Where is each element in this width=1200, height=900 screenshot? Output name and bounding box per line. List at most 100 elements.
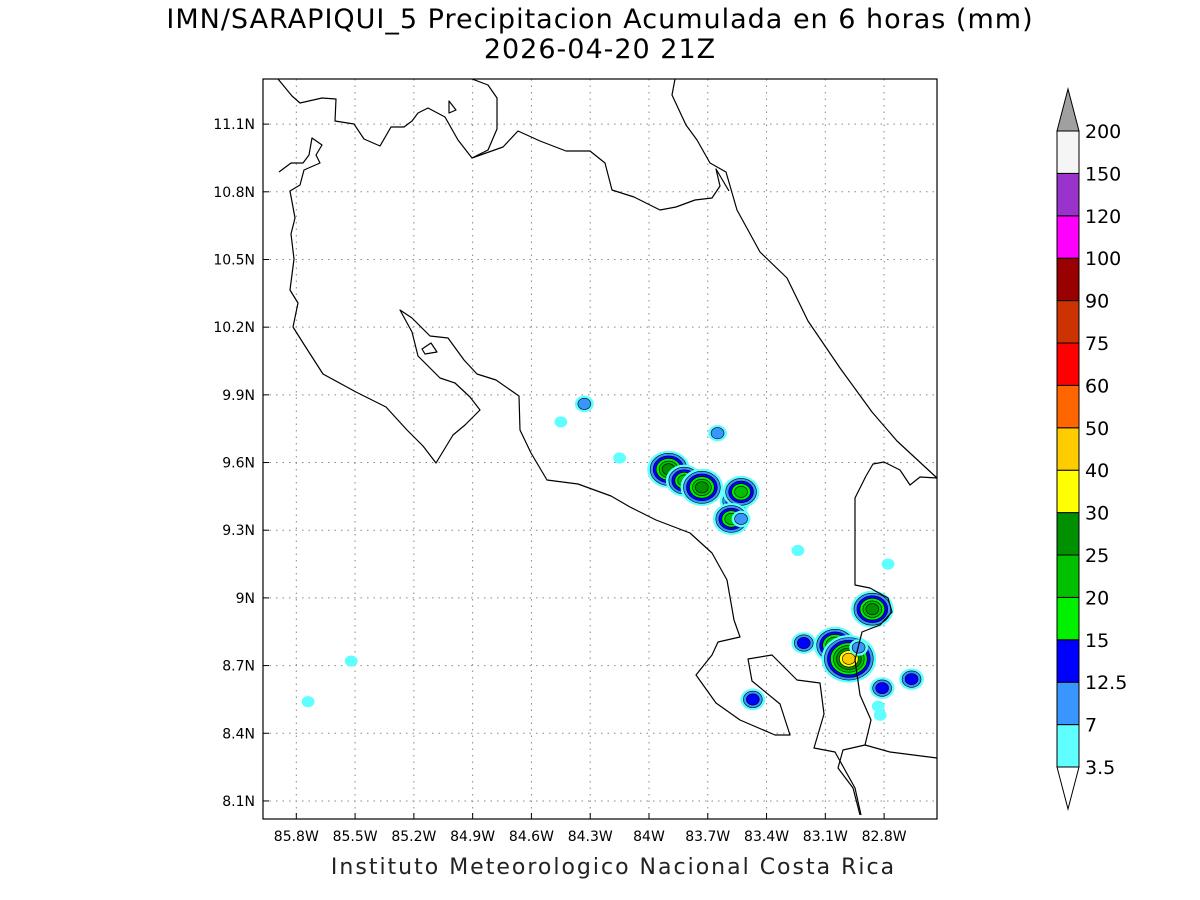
precip-contour — [695, 481, 709, 494]
precip-cell — [881, 558, 895, 570]
colorbar-level-label: 75 — [1085, 333, 1109, 355]
lake-nicaragua-shore — [277, 79, 498, 159]
colorbar-level-label: 120 — [1085, 206, 1121, 228]
precip-cell — [574, 395, 594, 413]
latitude-tick-labels: 11.1N 10.8N 10.5N 10.2N 9.9N 9.6N 9.3N 9N 8.7N 8.… — [213, 117, 255, 810]
lat-tick-label: 9.9N — [222, 388, 255, 404]
colorbar-swatch — [1056, 300, 1080, 344]
lat-tick-label: 8.1N — [222, 794, 255, 810]
lon-tick-label: 83.4W — [744, 829, 789, 845]
lat-tick-label: 9.3N — [222, 523, 255, 539]
lon-tick-label: 85.5W — [333, 829, 378, 845]
panama-pacific — [864, 744, 937, 759]
lat-tick-label: 9N — [236, 591, 255, 607]
colorbar-level-label: 50 — [1085, 418, 1109, 440]
cr-nicaragua-border — [471, 130, 730, 211]
colorbar-swatch — [1056, 342, 1080, 386]
precip-cell — [344, 655, 358, 667]
precip-contour — [875, 682, 889, 695]
panama-border — [837, 475, 893, 816]
precip-cell — [708, 425, 727, 442]
colorbar-level-label: 7 — [1085, 715, 1097, 737]
colorbar-over-triangle — [1056, 87, 1080, 132]
lat-tick-label: 10.5N — [213, 252, 255, 268]
precip-contour — [613, 452, 627, 464]
precip-cell — [731, 510, 751, 528]
lon-tick-label: 85.8W — [274, 829, 319, 845]
caribbean-coast — [671, 79, 937, 479]
precip-contour — [734, 513, 748, 525]
colorbar-level-label: 25 — [1085, 545, 1109, 567]
colorbar-swatch — [1056, 554, 1080, 598]
colorbar-level-label: 200 — [1085, 121, 1121, 143]
colorbar-swatch — [1056, 724, 1080, 768]
longitude-tick-labels: 85.8W 85.5W 85.2W 84.9W 84.6W 84.3W 84W 83.7W 83… — [274, 829, 907, 845]
precip-contour — [344, 655, 358, 667]
precip-contour — [577, 397, 592, 410]
precip-contour — [554, 416, 568, 428]
colorbar-swatch — [1056, 681, 1080, 726]
precipitation-field — [301, 395, 924, 721]
colorbar-level-label: 12.5 — [1085, 672, 1127, 694]
colorbar-level-label: 20 — [1085, 587, 1109, 609]
precip-contour — [746, 693, 760, 706]
precip-contour — [710, 427, 725, 440]
lon-tick-label: 84.6W — [509, 829, 554, 845]
colorbar-swatch — [1056, 427, 1080, 471]
lon-tick-label: 84W — [633, 829, 665, 845]
precip-contour — [873, 709, 887, 721]
precip-contour — [791, 544, 805, 557]
colorbar-swatch — [1056, 257, 1080, 302]
precip-contour — [871, 700, 885, 712]
colorbar-under-triangle — [1056, 766, 1080, 811]
colorbar-swatch — [1056, 172, 1080, 217]
precip-cell — [554, 416, 568, 428]
precip-cell — [821, 635, 877, 683]
precip-cell — [740, 688, 766, 711]
colorbar-swatch — [1056, 639, 1080, 683]
colorbar-swatch — [1056, 215, 1080, 259]
precip-cell — [613, 452, 627, 464]
precip-contour — [881, 558, 895, 570]
colorbar-level-label: 150 — [1085, 163, 1121, 185]
precip-cell — [791, 544, 805, 557]
precip-contour — [842, 652, 856, 665]
colorbar-level-label: 90 — [1085, 291, 1109, 313]
lon-tick-label: 84.9W — [450, 829, 495, 845]
precip-cell — [871, 700, 885, 712]
map-title: IMN/SARAPIQUI_5 Precipitacion Acumulada … — [166, 4, 1034, 35]
precip-cell — [869, 677, 895, 699]
precip-contour — [797, 637, 811, 649]
lon-tick-label: 85.2W — [391, 829, 436, 845]
colorbar-swatch — [1056, 130, 1080, 174]
precip-cell — [722, 475, 760, 508]
precip-cell — [680, 468, 724, 506]
credit-text: Instituto Meteorologico Nacional Costa R… — [330, 855, 897, 880]
coastline-borders — [277, 79, 937, 816]
lat-tick-label: 11.1N — [213, 117, 255, 133]
precip-cell — [899, 668, 924, 690]
island-ometepe — [448, 100, 457, 114]
colorbar-level-label: 60 — [1085, 375, 1109, 397]
precip-contour — [734, 485, 748, 498]
colorbar-swatch — [1056, 469, 1080, 514]
colorbar-swatch — [1056, 512, 1080, 556]
precip-contour — [301, 696, 315, 708]
gulf-island — [421, 342, 438, 355]
colorbar-level-label: 100 — [1085, 248, 1121, 270]
colorbar-level-label: 40 — [1085, 460, 1109, 482]
colorbar-level-label: 3.5 — [1085, 757, 1115, 779]
lon-tick-label: 83.7W — [685, 829, 730, 845]
guanacaste-coast — [278, 137, 862, 816]
plot-frame — [262, 78, 938, 820]
lat-tick-label: 8.4N — [222, 726, 255, 742]
colorbar-swatch — [1056, 596, 1080, 641]
lat-tick-label: 8.7N — [222, 659, 255, 675]
lat-lon-gridlines — [263, 79, 937, 819]
panama-caribbean — [865, 461, 937, 486]
precip-cell — [873, 709, 887, 721]
colorbar-level-label: 30 — [1085, 503, 1109, 525]
precip-contour — [904, 673, 919, 686]
lat-tick-label: 10.8N — [213, 185, 255, 201]
precip-cell — [791, 632, 817, 654]
